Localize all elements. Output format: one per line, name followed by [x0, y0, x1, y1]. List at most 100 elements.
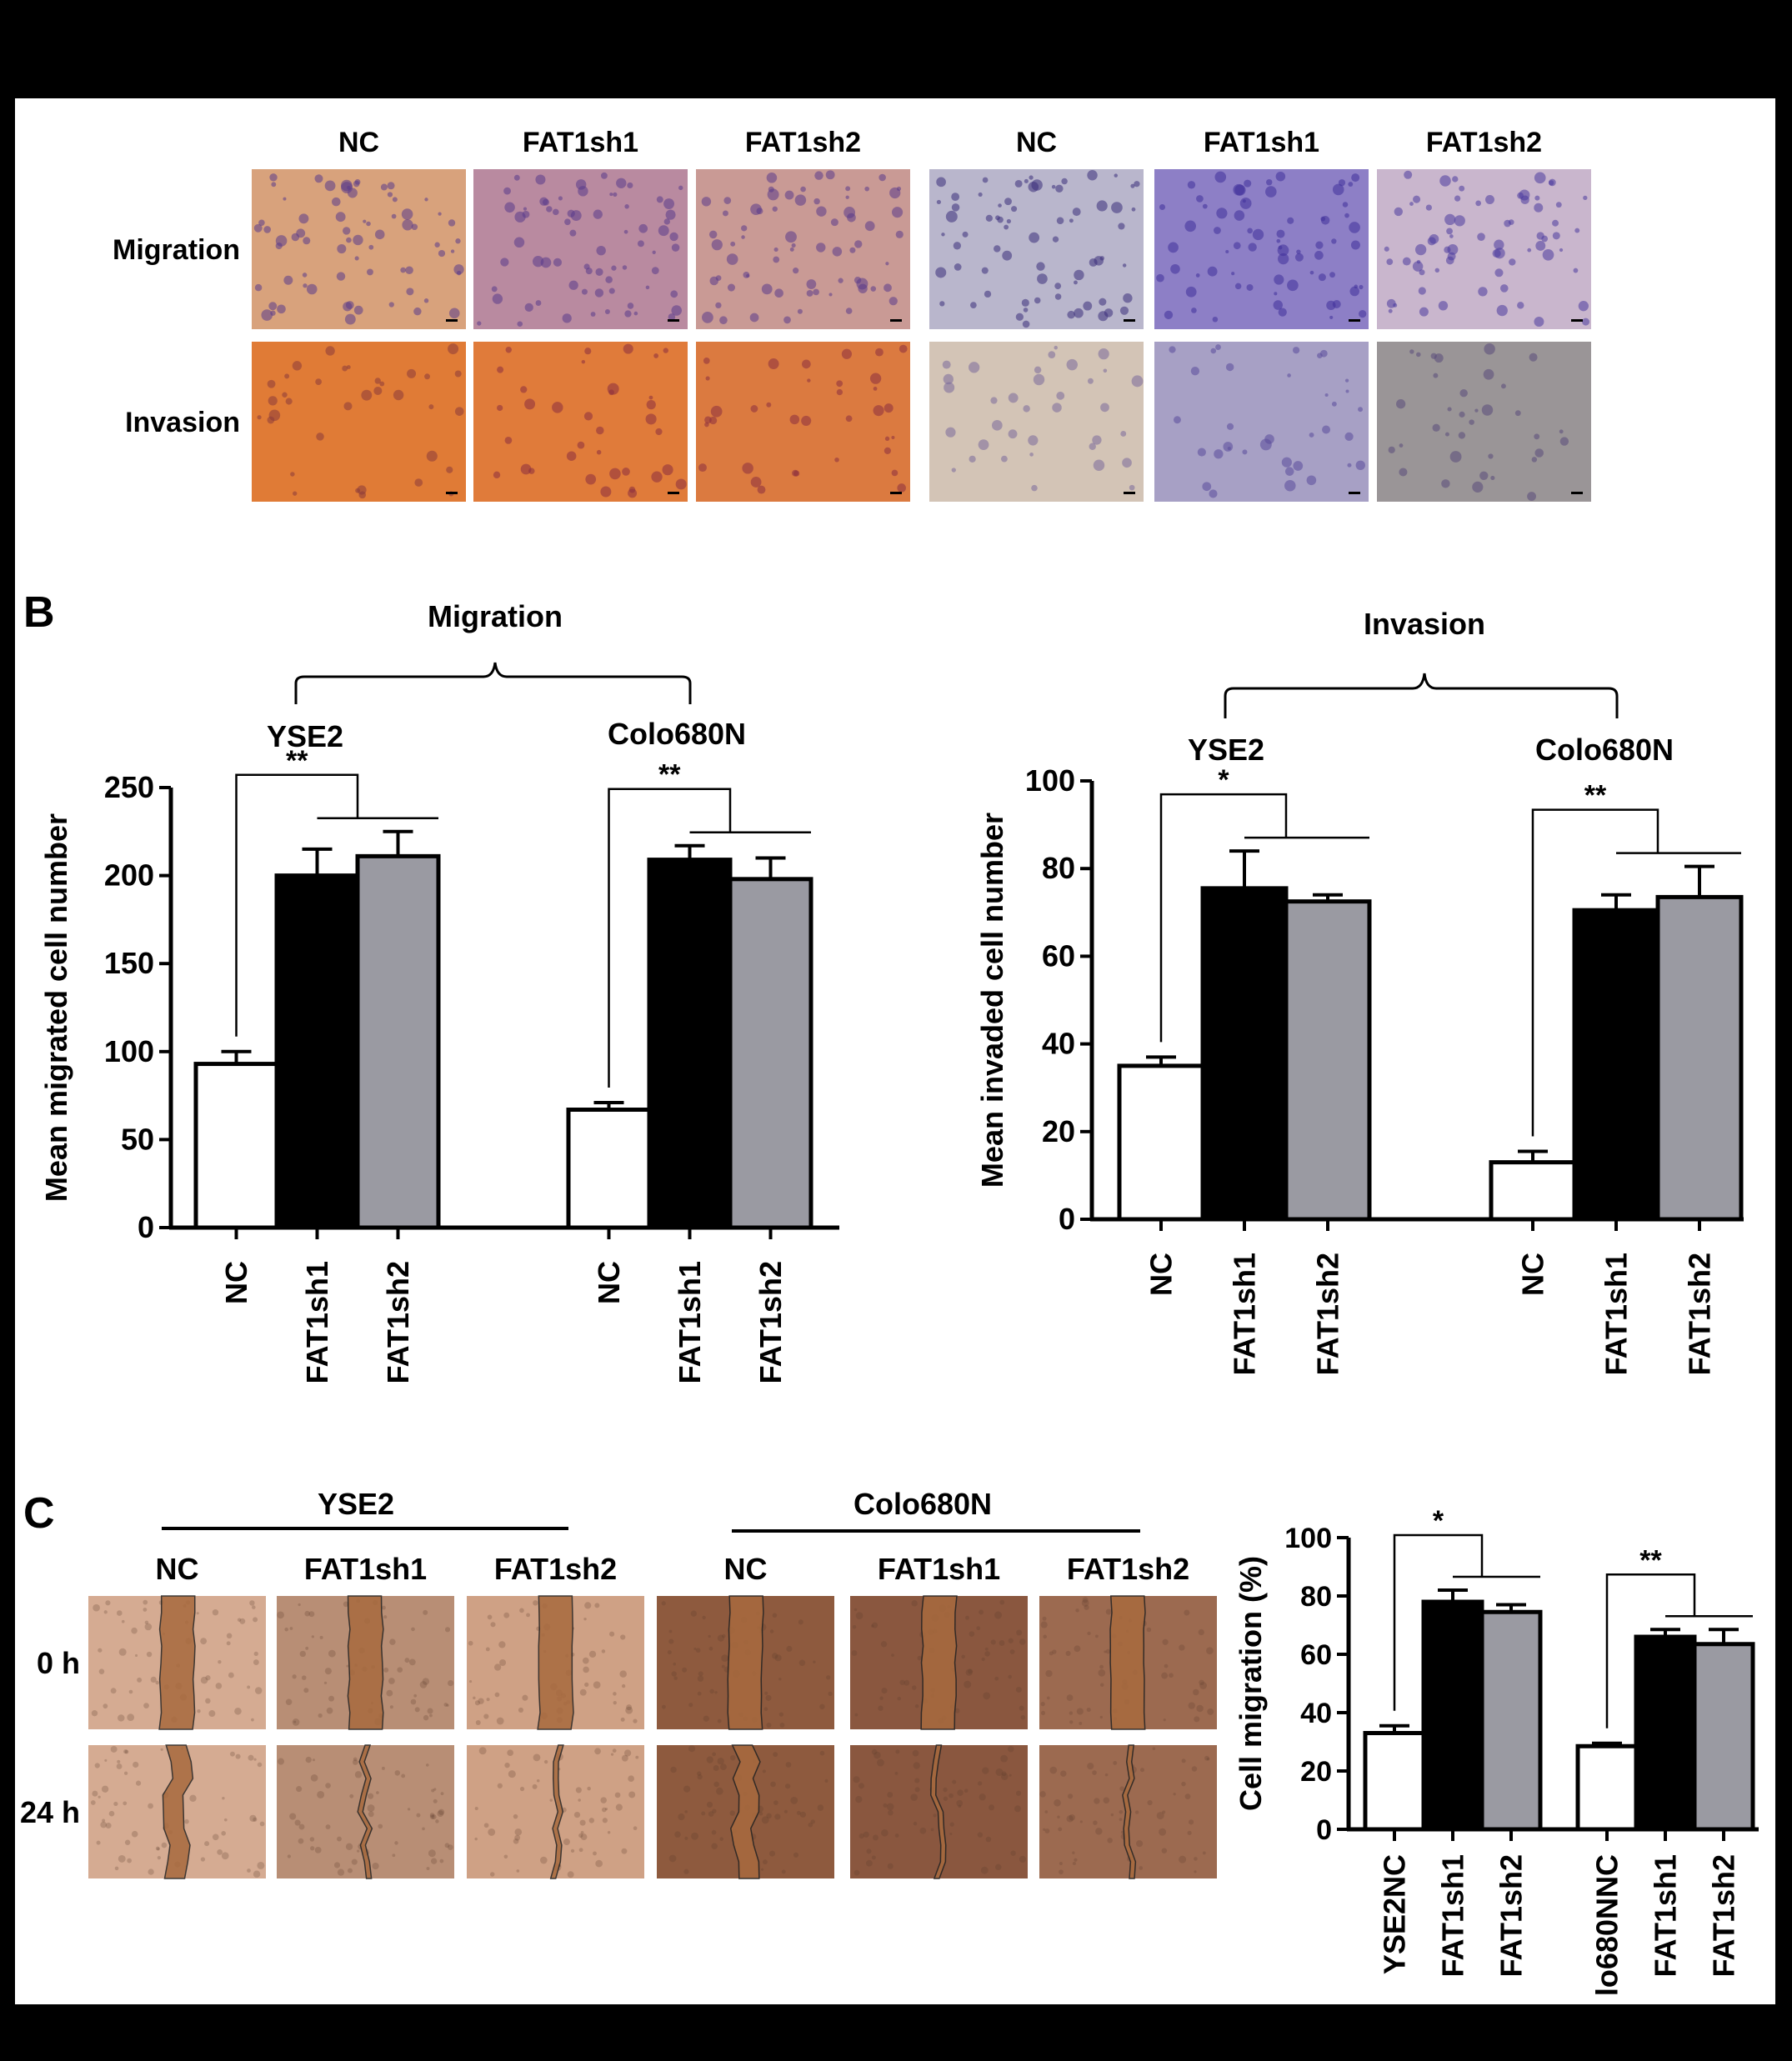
cell-stain	[1517, 302, 1524, 309]
cell-stain	[1134, 181, 1140, 188]
cell-texture	[221, 1830, 226, 1836]
cell-texture	[474, 1807, 478, 1811]
cell-stain	[1559, 437, 1569, 446]
cell-texture	[1095, 1634, 1099, 1638]
cell-texture	[368, 1811, 374, 1818]
cell-texture	[570, 1848, 575, 1853]
cell-texture	[930, 1828, 934, 1832]
panel-c-label: C	[23, 1489, 55, 1538]
cell-stain	[1534, 203, 1544, 213]
cell-texture	[1191, 1766, 1198, 1772]
cell-stain	[773, 247, 778, 253]
cell-texture	[200, 1638, 208, 1645]
cell-texture	[90, 1800, 96, 1805]
cell-texture	[301, 1675, 307, 1680]
cell-texture	[808, 1822, 813, 1828]
scale-bar	[890, 319, 902, 322]
cell-stain	[1293, 461, 1304, 471]
cell-stain	[1472, 481, 1484, 493]
cell-stain	[1099, 298, 1107, 306]
cell-stain	[1344, 213, 1349, 218]
cell-texture	[964, 1788, 969, 1793]
cell-texture	[601, 1807, 607, 1813]
cell-texture	[249, 1600, 255, 1606]
cell-texture	[1147, 1799, 1153, 1806]
cell-texture	[824, 1778, 828, 1783]
cell-stain	[1481, 404, 1494, 416]
cell-stain	[951, 468, 956, 473]
panel-a-column-label: FAT1sh1	[1204, 127, 1319, 158]
cell-texture	[137, 1677, 143, 1683]
cell-stain	[1278, 245, 1283, 250]
cell-texture	[382, 1605, 386, 1610]
cell-stain	[1484, 343, 1495, 355]
cell-stain	[1089, 258, 1098, 267]
y-axis-label: Mean migrated cell number	[39, 813, 73, 1202]
cell-texture	[222, 1796, 225, 1800]
cell-stain	[1001, 455, 1008, 463]
cell-texture	[910, 1793, 918, 1801]
cell-texture	[1065, 1650, 1071, 1656]
cell-stain	[723, 197, 732, 204]
cell-texture	[578, 1798, 581, 1802]
cell-stain	[520, 463, 532, 475]
cell-texture	[582, 1657, 589, 1664]
cell-texture	[1169, 1673, 1174, 1678]
cell-texture	[277, 1758, 285, 1765]
cell-stain	[1496, 304, 1508, 317]
cell-stain	[1159, 203, 1166, 211]
cell-stain	[374, 229, 385, 240]
cell-texture	[253, 1617, 258, 1623]
cell-stain	[1006, 218, 1012, 224]
cell-texture	[411, 1627, 415, 1632]
micrograph-background	[929, 169, 1144, 329]
cell-stain	[992, 419, 1003, 431]
cell-stain	[1344, 378, 1349, 383]
micrograph-tile	[929, 169, 1144, 329]
cell-texture	[124, 1749, 129, 1754]
cell-stain	[454, 407, 464, 416]
panel-c-column-label: FAT1sh2	[1067, 1552, 1189, 1586]
cell-stain	[841, 348, 853, 359]
cell-texture	[116, 1610, 123, 1616]
cell-stain	[569, 229, 577, 237]
cell-texture	[443, 1703, 448, 1707]
cell-texture	[143, 1599, 148, 1605]
cell-texture	[871, 1855, 876, 1860]
cell-stain	[1573, 268, 1579, 273]
cell-stain	[978, 192, 983, 197]
cell-texture	[234, 1707, 242, 1715]
cell-stain	[702, 311, 713, 323]
cell-stain	[263, 226, 272, 233]
cell-texture	[702, 1615, 706, 1620]
cell-stain	[1074, 269, 1084, 281]
cell-stain	[524, 398, 536, 410]
cell-stain	[428, 404, 434, 410]
cell-stain	[638, 223, 648, 233]
cell-texture	[1019, 1638, 1026, 1645]
cell-stain	[723, 210, 728, 217]
cell-texture	[123, 1771, 128, 1775]
cell-texture	[1156, 1812, 1164, 1820]
cell-texture	[1069, 1814, 1075, 1821]
cell-stain	[1276, 229, 1285, 238]
cell-texture	[414, 1707, 420, 1713]
cell-stain	[652, 250, 656, 254]
significance-bracket	[235, 773, 359, 1037]
cell-texture	[251, 1718, 254, 1722]
cell-texture	[429, 1813, 435, 1818]
cell-stain	[1541, 235, 1549, 243]
bar	[1489, 1160, 1577, 1222]
cell-stain	[1023, 405, 1030, 413]
wound-gap	[537, 1595, 574, 1730]
micrograph-tile	[696, 342, 910, 502]
cell-stain	[1412, 261, 1424, 272]
cell-texture	[711, 1843, 718, 1850]
cell-stain	[1055, 184, 1064, 193]
y-tick-label: 80	[1042, 851, 1075, 885]
cell-stain	[1024, 178, 1029, 184]
cell-stain	[845, 415, 853, 423]
cell-texture	[819, 1750, 825, 1756]
cell-texture	[444, 1843, 450, 1848]
cell-texture	[433, 1798, 438, 1803]
